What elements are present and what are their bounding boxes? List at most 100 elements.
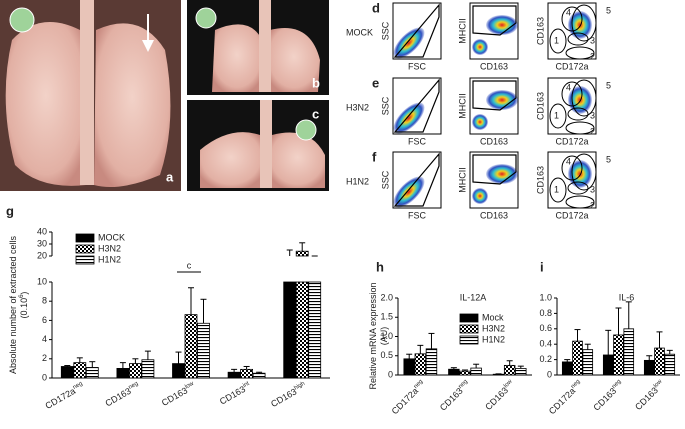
bar	[664, 353, 676, 376]
flow-plot	[469, 77, 519, 135]
bar	[414, 353, 427, 376]
chart-title: IL-12A	[460, 292, 487, 302]
y-axis-unit: (AU)	[379, 327, 389, 346]
gate-number: 5	[606, 80, 611, 90]
gate	[565, 195, 595, 209]
x-tick-label: CD163neg	[103, 380, 141, 408]
bar	[425, 348, 438, 376]
x-tick-label: CD163neg	[438, 378, 473, 413]
row-label: H1N2	[346, 176, 369, 186]
flow-plot	[469, 2, 519, 60]
bar	[73, 362, 87, 379]
density	[393, 27, 425, 59]
category-sup: neg	[570, 378, 581, 389]
density	[393, 176, 425, 208]
gate-number: 4	[566, 156, 571, 166]
y-tick-label: 40	[37, 226, 47, 236]
x-tick-label: CD163low	[160, 380, 198, 408]
category: CD163	[160, 386, 189, 409]
gate	[565, 46, 595, 60]
y-tick-label: 8	[42, 296, 47, 306]
gate-number: 1	[554, 184, 559, 194]
category-sup: neg	[413, 378, 424, 389]
category: CD163	[269, 387, 298, 410]
legend-swatch	[75, 233, 95, 243]
gate	[549, 103, 567, 129]
density	[486, 164, 518, 184]
legend-swatch	[75, 244, 95, 254]
bar	[240, 368, 254, 379]
y-tick-label: 4	[42, 334, 47, 344]
gate	[561, 6, 583, 32]
row-label: MOCK	[346, 27, 373, 37]
y-axis-label: Absolute number of extracted cells	[8, 235, 18, 374]
panel-label: c	[312, 106, 319, 121]
gate	[393, 78, 440, 133]
axis-label: SSC	[380, 170, 390, 189]
photo-c	[187, 100, 329, 191]
axis-label: SSC	[380, 21, 390, 40]
axis-label: FSC	[408, 61, 427, 71]
panel-label: e	[372, 75, 379, 90]
gate	[393, 3, 440, 58]
bar	[184, 314, 198, 379]
bar	[60, 366, 74, 379]
gate	[549, 177, 567, 203]
legend-swatch	[459, 324, 479, 334]
panel-label: i	[540, 259, 544, 274]
legend-label: H3N2	[98, 243, 121, 253]
bar	[197, 322, 210, 379]
bar	[459, 370, 471, 376]
bar	[623, 328, 635, 376]
y-axis-label-line: Absolute number of extracted cells	[8, 235, 18, 374]
density	[486, 15, 518, 35]
bar	[613, 334, 624, 376]
legend-swatch	[459, 335, 479, 345]
bar-upper	[295, 250, 309, 257]
category: CD172a	[390, 386, 420, 416]
bar	[308, 281, 322, 379]
gate-number: 1	[554, 35, 559, 45]
gate-number: 3	[590, 35, 595, 45]
density	[472, 114, 488, 130]
gate	[567, 107, 589, 121]
bar	[448, 368, 460, 376]
y-tick-label: 2	[42, 353, 47, 363]
x-tick-label: CD172aneg	[389, 378, 427, 416]
axis-label: CD172a	[555, 136, 588, 146]
unit: (AU)	[379, 327, 389, 346]
axis-label: CD163	[480, 61, 508, 71]
gate-number: 3	[590, 110, 595, 120]
bar	[503, 364, 516, 376]
legend-label: Mock	[482, 312, 504, 322]
gate-number: 4	[566, 7, 571, 17]
significance-label: c	[187, 260, 192, 270]
flow-plot	[547, 2, 597, 60]
legend-label: H1N2	[482, 334, 505, 344]
gate-number: 3	[590, 184, 595, 194]
bar	[283, 281, 297, 379]
axis-label: MHCII	[457, 167, 467, 193]
axis-label: SSC	[380, 96, 390, 115]
photo-b	[187, 0, 329, 95]
x-tick-label: CD163low	[633, 378, 667, 412]
gate-number: 2	[590, 200, 595, 210]
unit: (0.10	[19, 298, 29, 319]
bar	[141, 359, 155, 379]
gate	[567, 181, 589, 195]
gate-number: 1	[554, 110, 559, 120]
axis-label: CD163	[535, 166, 545, 194]
bar	[572, 340, 583, 376]
bar	[582, 349, 594, 376]
category: CD163	[104, 386, 133, 409]
axis-label: CD172a	[555, 210, 588, 220]
y-tick-label: 0	[42, 372, 47, 382]
axis-label: MHCII	[457, 18, 467, 44]
y-tick-label: 0	[388, 369, 393, 379]
row-label: H3N2	[346, 102, 369, 112]
y-tick-label: 6	[42, 315, 47, 325]
category-sup: neg	[128, 380, 140, 390]
gate	[549, 28, 567, 54]
y-tick-label: 0.2	[539, 354, 552, 364]
